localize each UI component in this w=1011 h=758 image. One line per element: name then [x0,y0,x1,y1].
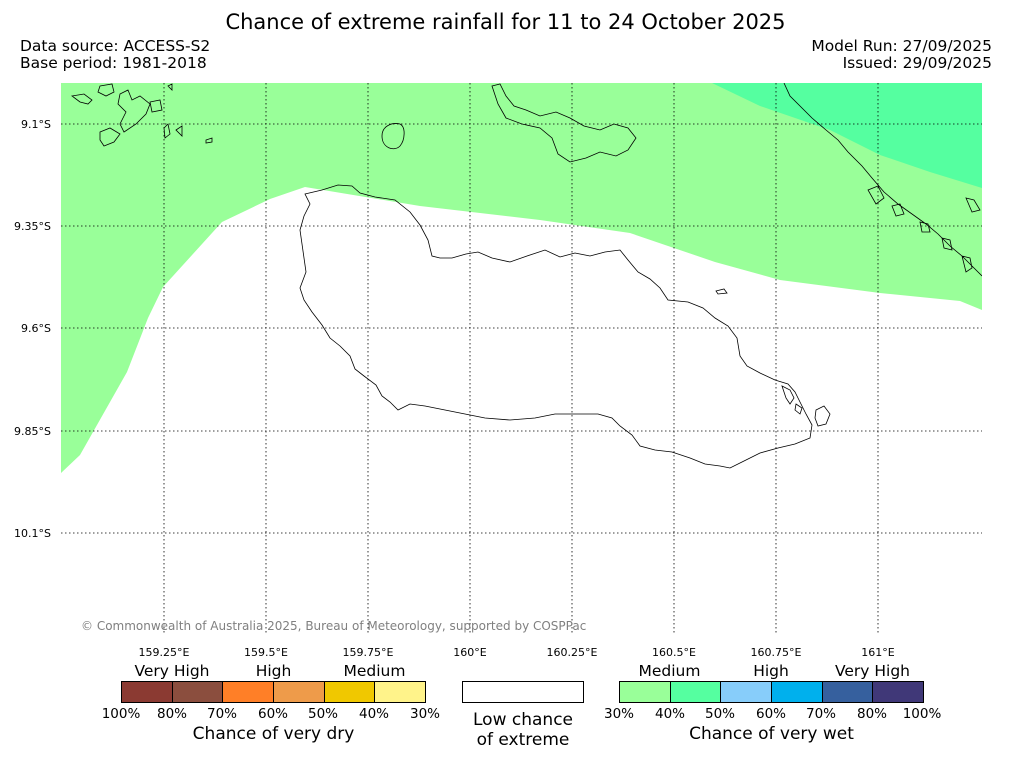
dry-legend-label: Chance of very dry [192,724,355,744]
wet-swatch-6 [873,682,924,702]
lat-label-9.35: 9.35°S [14,220,51,233]
dry-tick-100: 100% [101,706,141,722]
wet-category-high: High [753,662,789,680]
small-islet [715,288,728,295]
guadalcanal-coast [299,184,813,469]
dry-swatch-5 [324,682,376,702]
dry-swatch-1 [122,682,173,702]
dry-category-medium: Medium [343,662,406,680]
wet-tick-60: 60% [755,706,787,722]
wet-tick-50: 50% [704,706,736,722]
dry-category-high: High [255,662,292,680]
dry-category-very-high: Very High [134,662,210,680]
dry-swatch-2 [172,682,224,702]
meta-right: Model Run: 27/09/2025 Issued: 29/09/2025 [811,38,992,72]
lon-label-161: 161°E [861,646,894,659]
wet-tick-100: 100% [902,706,942,722]
low-chance-swatch [462,681,584,703]
wet-swatch-5 [822,682,874,702]
wet-tick-40: 40% [654,706,686,722]
wet-tick-80: 80% [856,706,888,722]
wet-swatch-1 [620,682,671,702]
high-wet-region [712,83,982,188]
lon-label-160.75: 160.75°E [751,646,802,659]
lon-label-159.25: 159.25°E [139,646,190,659]
wet-swatch-4 [772,682,823,702]
map-area[interactable] [61,83,982,634]
dry-tick-80: 80% [156,706,188,722]
dry-swatch-4 [274,682,325,702]
low-chance-label: Low chance of extreme [440,710,606,750]
lon-label-159.5: 159.5°E [244,646,288,659]
lon-label-160.25: 160.25°E [547,646,598,659]
lon-label-160: 160°E [453,646,486,659]
lon-label-159.75: 159.75°E [343,646,394,659]
medium-wet-region [61,83,982,473]
data-source: Data source: ACCESS-S2 [20,37,211,55]
graticule [61,83,982,634]
meta-left: Data source: ACCESS-S2 Base period: 1981… [20,38,210,72]
lon-label-160.5: 160.5°E [652,646,696,659]
wet-colorbar [619,681,924,703]
coastlines [71,83,982,469]
lat-label-9.85: 9.85°S [14,425,51,438]
map-title: Chance of extreme rainfall for 11 to 24 … [225,10,786,34]
lat-label-9.6: 9.6°S [21,322,51,335]
florida-islands-west [71,83,213,147]
dry-tick-70: 70% [206,706,238,722]
dry-tick-40: 40% [358,706,390,722]
lat-label-9.1: 9.1°S [21,118,51,131]
savo-island [381,123,405,150]
copyright-notice: © Commonwealth of Australia 2025, Bureau… [81,619,586,633]
dry-swatch-6 [375,682,426,702]
marau-islets [781,385,831,427]
dry-tick-30: 30% [409,706,441,722]
wet-swatch-2 [670,682,722,702]
malaita-coast [783,83,982,277]
lat-label-10.1: 10.1°S [14,527,51,540]
base-period: Base period: 1981-2018 [20,54,207,72]
dry-tick-50: 50% [307,706,339,722]
dry-swatch-3 [223,682,275,702]
wet-tick-70: 70% [805,706,837,722]
low-chance-line2: of extreme [476,730,570,750]
wet-tick-30: 30% [603,706,635,722]
issued-date: Issued: 29/09/2025 [842,54,992,72]
wet-category-very-high: Very High [834,662,911,680]
model-run: Model Run: 27/09/2025 [811,37,992,55]
wet-category-medium: Medium [638,662,701,680]
low-chance-line1: Low chance [473,710,573,730]
dry-tick-60: 60% [257,706,289,722]
dry-colorbar [121,681,426,703]
wet-legend-label: Chance of very wet [689,724,854,744]
wet-swatch-3 [721,682,773,702]
florida-islands-east [491,83,637,163]
